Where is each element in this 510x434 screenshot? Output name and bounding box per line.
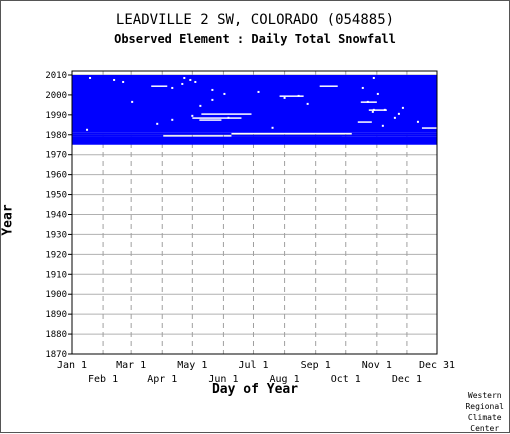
x-tick-label: Oct 1 <box>331 374 361 385</box>
credit-line: Western <box>467 391 502 400</box>
missing-mark <box>191 114 194 117</box>
missing-mark <box>223 92 226 95</box>
missing-mark <box>371 110 374 113</box>
missing-mark <box>189 78 192 81</box>
missing-mark <box>372 108 375 111</box>
observed-row <box>351 132 437 135</box>
missing-mark <box>271 126 274 129</box>
y-tick-label: 1880 <box>45 330 67 340</box>
x-tick-label: Dec 1 <box>392 374 422 385</box>
x-tick-label: Sep 1 <box>301 360 331 371</box>
x-tick-label: Nov 1 <box>362 360 392 371</box>
missing-segment <box>279 95 304 97</box>
missing-segment <box>201 113 252 115</box>
y-tick-label: 1940 <box>45 210 67 220</box>
y-tick-label: 1890 <box>45 310 67 320</box>
missing-mark <box>122 80 125 83</box>
missing-mark <box>211 88 214 91</box>
missing-mark <box>89 76 92 79</box>
missing-mark <box>393 116 396 119</box>
observed-row <box>72 132 232 135</box>
x-tick-label: Apr 1 <box>147 374 177 385</box>
observed-row <box>72 136 342 139</box>
missing-mark <box>257 90 260 93</box>
y-tick-label: 1930 <box>45 230 67 240</box>
y-tick-label: 1960 <box>45 171 67 181</box>
chart-subtitle: Observed Element : Daily Total Snowfall <box>114 32 396 46</box>
y-tick-label: 1920 <box>45 250 67 260</box>
x-axis-label: Day of Year <box>211 382 299 397</box>
credit-line: Regional <box>465 402 504 411</box>
y-tick-label: 1950 <box>45 191 67 201</box>
observed-row <box>231 134 437 137</box>
missing-mark <box>366 100 369 103</box>
missing-segment <box>319 85 338 87</box>
x-tick-label: Aug 1 <box>270 374 300 385</box>
missing-mark <box>171 118 174 121</box>
missing-mark <box>199 104 202 107</box>
x-tick-label: Jan 1 <box>57 360 87 371</box>
missing-mark <box>113 78 116 81</box>
missing-mark <box>227 116 230 119</box>
missing-segment <box>368 109 387 111</box>
missing-mark <box>171 86 174 89</box>
y-tick-label: 1900 <box>45 290 67 300</box>
missing-mark <box>401 106 404 109</box>
missing-mark <box>211 98 214 101</box>
missing-mark <box>383 108 386 111</box>
x-tick-label: Jul 1 <box>238 360 268 371</box>
chart-title: LEADVILLE 2 SW, COLORADO (054885) <box>115 12 395 28</box>
missing-mark <box>283 96 286 99</box>
y-tick-label: 1970 <box>45 151 67 161</box>
missing-mark <box>297 94 300 97</box>
x-tick-label: Feb 1 <box>88 374 118 385</box>
missing-mark <box>416 120 419 123</box>
missing-segment <box>199 119 222 121</box>
missing-segment <box>357 121 372 123</box>
y-tick-label: 1980 <box>45 131 67 141</box>
y-tick-label: 1910 <box>45 270 67 280</box>
missing-segment <box>192 117 242 119</box>
missing-mark <box>306 102 309 105</box>
missing-mark <box>156 122 159 125</box>
x-tick-label: Mar 1 <box>116 360 146 371</box>
missing-segment <box>421 127 437 129</box>
missing-segment <box>151 85 168 87</box>
observed-block <box>72 136 437 145</box>
x-tick-label: May 1 <box>177 360 207 371</box>
missing-mark <box>397 112 400 115</box>
missing-segment <box>360 101 377 103</box>
plot-border <box>71 70 438 355</box>
observed-row <box>72 138 437 141</box>
observed-row <box>72 134 164 137</box>
missing-mark <box>376 92 379 95</box>
missing-mark <box>181 82 184 85</box>
missing-mark <box>372 76 375 79</box>
y-tick-label: 2000 <box>45 91 67 101</box>
missing-mark <box>131 100 134 103</box>
missing-mark <box>86 128 89 131</box>
credit-block: Western Regional Climate Center <box>465 390 504 434</box>
missing-mark <box>194 80 197 83</box>
x-tick-label: Dec 31 <box>419 360 455 371</box>
credit-line: Climate <box>467 413 502 422</box>
y-tick-label: 1870 <box>45 350 67 360</box>
y-tick-label: 1990 <box>45 111 67 121</box>
missing-mark <box>183 76 186 79</box>
missing-mark <box>381 124 384 127</box>
x-tick-label: Jun 1 <box>208 374 238 385</box>
missing-mark <box>361 86 364 89</box>
y-tick-label: 2010 <box>45 71 67 81</box>
credit-line: Center <box>470 424 500 433</box>
observed-block <box>72 74 437 133</box>
